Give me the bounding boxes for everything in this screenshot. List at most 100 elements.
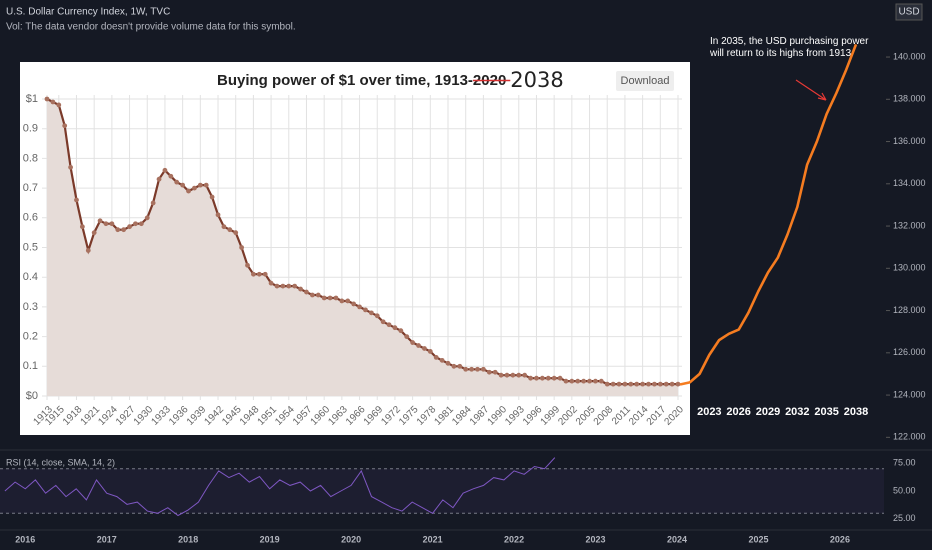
point [245,262,250,268]
y-tick-label: 138.000 [893,94,926,104]
rsi-line [4,457,556,517]
point [575,378,581,384]
point [298,286,303,292]
point [215,212,221,218]
time-label: 2017 [97,534,117,544]
point [539,375,545,381]
point [127,224,132,230]
point [587,378,592,384]
point [634,381,640,387]
point [516,372,522,378]
point [427,349,433,354]
point [374,313,380,319]
point [274,283,280,289]
point [398,328,404,334]
time-label: 2021 [423,534,443,544]
point [439,357,445,363]
point [156,176,162,182]
point [333,295,339,301]
point [640,381,646,387]
point [357,304,362,310]
point [351,301,357,307]
point [545,375,551,381]
y-tick-label: 0.7 [23,182,38,194]
point [268,280,274,286]
point [239,245,245,250]
area [47,99,678,396]
point [109,221,115,227]
point [309,292,315,298]
y-tick-label: $0 [26,390,38,402]
point [469,366,474,372]
point [422,346,427,351]
point [410,340,416,345]
point [457,363,463,369]
projection: 122.000 124.000 126.000 128.000 130.000 132.0… [679,43,926,442]
inset-title: Buying power of $1 over time, 1913-2020 2… [217,68,564,92]
point [657,381,663,387]
point [162,167,168,173]
point [192,185,197,191]
point [363,307,368,313]
time-label: 2019 [260,534,280,544]
download-button[interactable] [616,71,674,91]
point [233,230,239,236]
point [144,215,150,221]
time-label: 2020 [341,534,361,544]
point [581,378,587,384]
rsi-pane: 75.00 50.00 25.00 2016 2017 2018 2019 2020 2021 2… [0,457,916,544]
annotation-arrow [795,79,827,101]
point [392,325,398,331]
currency-box[interactable] [895,3,923,21]
y-tick-label: 130.000 [893,263,926,273]
point [510,372,516,378]
point [675,381,681,387]
y-tick-label: 0.3 [23,301,38,313]
y-tick-label: 124.000 [893,389,926,399]
point [209,194,215,200]
point [221,224,227,230]
y-tick-label: 122.000 [893,432,926,442]
point [262,271,268,277]
point [563,378,569,384]
year-label: 2026 [726,406,750,418]
y-tick-label: 126.000 [893,347,926,357]
time-label: 2026 [830,534,850,544]
point [138,221,144,227]
y-tick-label: 0.8 [23,152,38,164]
point [56,102,62,108]
point [50,99,56,105]
time-label: 2016 [15,534,35,544]
point [463,366,469,372]
point [669,381,675,387]
point [557,375,563,381]
point [475,366,480,372]
point [528,375,533,381]
download-label[interactable]: Download [621,75,670,87]
point [628,381,634,387]
point [115,227,121,233]
point [62,123,68,129]
point [445,360,451,366]
point [103,221,109,227]
time-label: 2025 [748,534,768,544]
y-tick-label: 134.000 [893,178,926,188]
point [304,289,309,295]
point [598,378,604,384]
point [280,283,286,289]
point [451,363,457,369]
point [292,283,298,289]
time-label: 2023 [586,534,606,544]
annotation-box: In 2035, the USD purchasing power will r… [710,36,868,59]
point [522,372,528,378]
currency[interactable]: USD [898,7,919,18]
point [433,354,439,360]
year-label: 2029 [756,406,780,418]
point [386,322,392,328]
point [286,283,292,289]
point [593,378,598,384]
y-tick-label: 0.4 [23,271,38,283]
point [368,310,374,316]
